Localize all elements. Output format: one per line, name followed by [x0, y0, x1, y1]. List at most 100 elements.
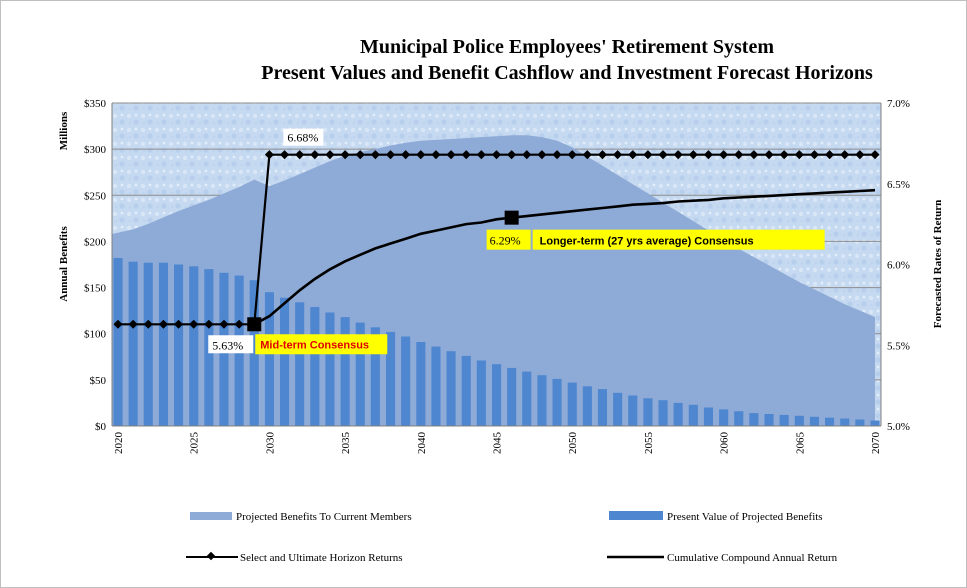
label-box-5-63 — [208, 335, 254, 354]
bar-2029 — [249, 280, 259, 426]
callout-mid-term: Mid-term Consensus — [260, 339, 369, 351]
marker-2027 — [219, 319, 229, 329]
legend-item-present-value: Present Value of Projected Benefits — [609, 511, 823, 523]
bar-2062 — [749, 413, 759, 426]
bar-2035 — [340, 317, 350, 426]
bar-2030 — [264, 292, 274, 426]
x-tick-2060: 2060 — [719, 432, 731, 455]
callout-box-mid-term — [255, 334, 388, 355]
bar-2033 — [310, 307, 320, 426]
bar-2053 — [613, 392, 623, 426]
marker-2044 — [476, 150, 486, 160]
bar-2022 — [143, 262, 153, 426]
y-left-tick-1: $50 — [90, 375, 107, 387]
bar-2051 — [582, 386, 592, 426]
y-axis-right-title: Forecasted Rates of Return — [932, 200, 944, 328]
y-left-tick-6: $300 — [84, 144, 107, 156]
bar-2024 — [174, 264, 184, 426]
bar-2034 — [325, 312, 335, 426]
marker-2052 — [597, 150, 608, 160]
marker-2030 — [264, 150, 274, 160]
marker-2025 — [189, 319, 199, 329]
label-6-29: 6.29% — [490, 234, 521, 248]
x-tick-2025: 2025 — [189, 432, 201, 455]
legend-label-cumulative: Cumulative Compound Annual Return — [667, 552, 838, 564]
y-right-tick-0: 5.0% — [887, 421, 910, 433]
callout-box-longer-term — [532, 229, 825, 250]
y-right-tick-2: 6.0% — [887, 260, 910, 272]
bar-2058 — [688, 404, 698, 426]
y-axis-right-ticks: 5.0% 5.5% 6.0% 6.5% 7.0% — [887, 98, 910, 433]
y-left-tick-5: $250 — [84, 190, 107, 202]
x-axis-ticks: 2020 2025 2030 2035 2040 2045 2050 2055 2060 2065… — [113, 432, 882, 455]
bar-2067 — [825, 417, 835, 426]
bar-2042 — [446, 351, 456, 426]
bar-2021 — [128, 261, 138, 426]
marker-2022 — [143, 319, 153, 329]
bar-2023 — [158, 262, 168, 426]
callout-longer-term: Longer-term (27 yrs average) Consensus — [540, 236, 754, 248]
marker-2034 — [325, 150, 335, 160]
bar-2032 — [295, 302, 305, 426]
bar-2070 — [870, 420, 880, 426]
marker-2042 — [446, 150, 456, 160]
y-left-tick-4: $200 — [84, 236, 107, 248]
x-tick-2070: 2070 — [870, 432, 882, 455]
x-tick-2065: 2065 — [794, 432, 806, 455]
bar-2025 — [189, 266, 199, 426]
bar-2039 — [401, 336, 411, 426]
bar-2038 — [386, 331, 396, 426]
x-tick-2030: 2030 — [264, 432, 276, 455]
label-5-63: 5.63% — [212, 338, 243, 352]
bar-2052 — [597, 389, 607, 426]
bar-2037 — [370, 327, 380, 426]
legend-swatch-projected-benefits — [190, 512, 232, 520]
label-6-68: 6.68% — [287, 131, 318, 145]
x-tick-2050: 2050 — [567, 432, 579, 455]
bar-2044 — [476, 360, 486, 426]
bar-2065 — [794, 415, 804, 426]
y-right-tick-4: 7.0% — [887, 98, 910, 110]
marker-2036 — [355, 150, 365, 160]
chart-title: Municipal Police Employees' Retirement S… — [261, 36, 873, 84]
legend-label-present-value: Present Value of Projected Benefits — [667, 511, 823, 523]
x-tick-2040: 2040 — [416, 432, 428, 455]
consensus-marker-0 — [247, 317, 262, 332]
bar-2064 — [779, 414, 789, 426]
marker-2021 — [128, 319, 138, 329]
label-box-6-29 — [486, 229, 531, 250]
consensus-marker-1 — [504, 210, 519, 225]
marker-2028 — [234, 319, 244, 329]
bar-2063 — [764, 414, 774, 426]
y-left-tick-7: $350 — [84, 98, 107, 110]
y-left-tick-3: $150 — [84, 283, 107, 295]
bar-2047 — [522, 371, 532, 426]
marker-2064 — [779, 150, 789, 160]
bar-2060 — [719, 409, 729, 426]
label-box-6-68 — [283, 128, 324, 146]
x-tick-2035: 2035 — [340, 432, 352, 455]
bar-2045 — [492, 364, 502, 426]
marker-2024 — [174, 319, 184, 329]
bar-2031 — [280, 297, 290, 426]
bar-2048 — [537, 375, 547, 426]
y-axis-unit: Millions — [58, 111, 70, 150]
legend-item-select-ultimate: Select and Ultimate Horizon Returns — [186, 551, 403, 564]
marker-2023 — [158, 319, 168, 329]
legend-item-projected-benefits: Projected Benefits To Current Members — [190, 511, 412, 523]
y-left-tick-2: $100 — [84, 329, 107, 341]
marker-2038 — [385, 150, 396, 160]
bar-2054 — [628, 395, 638, 426]
bar-2041 — [431, 346, 441, 426]
x-tick-2020: 2020 — [113, 432, 125, 455]
y-axis-left-ticks: $0 $50 $100 $150 $200 $250 $300 $350 — [84, 98, 107, 433]
marker-2060 — [719, 150, 729, 160]
bar-2050 — [567, 382, 577, 426]
bar-2049 — [552, 378, 562, 426]
bar-2040 — [416, 342, 426, 426]
x-tick-2045: 2045 — [492, 432, 504, 455]
chart-title-line-2: Present Values and Benefit Cashflow and … — [261, 62, 873, 84]
legend-swatch-present-value — [609, 511, 663, 520]
y-right-tick-3: 6.5% — [887, 179, 910, 191]
